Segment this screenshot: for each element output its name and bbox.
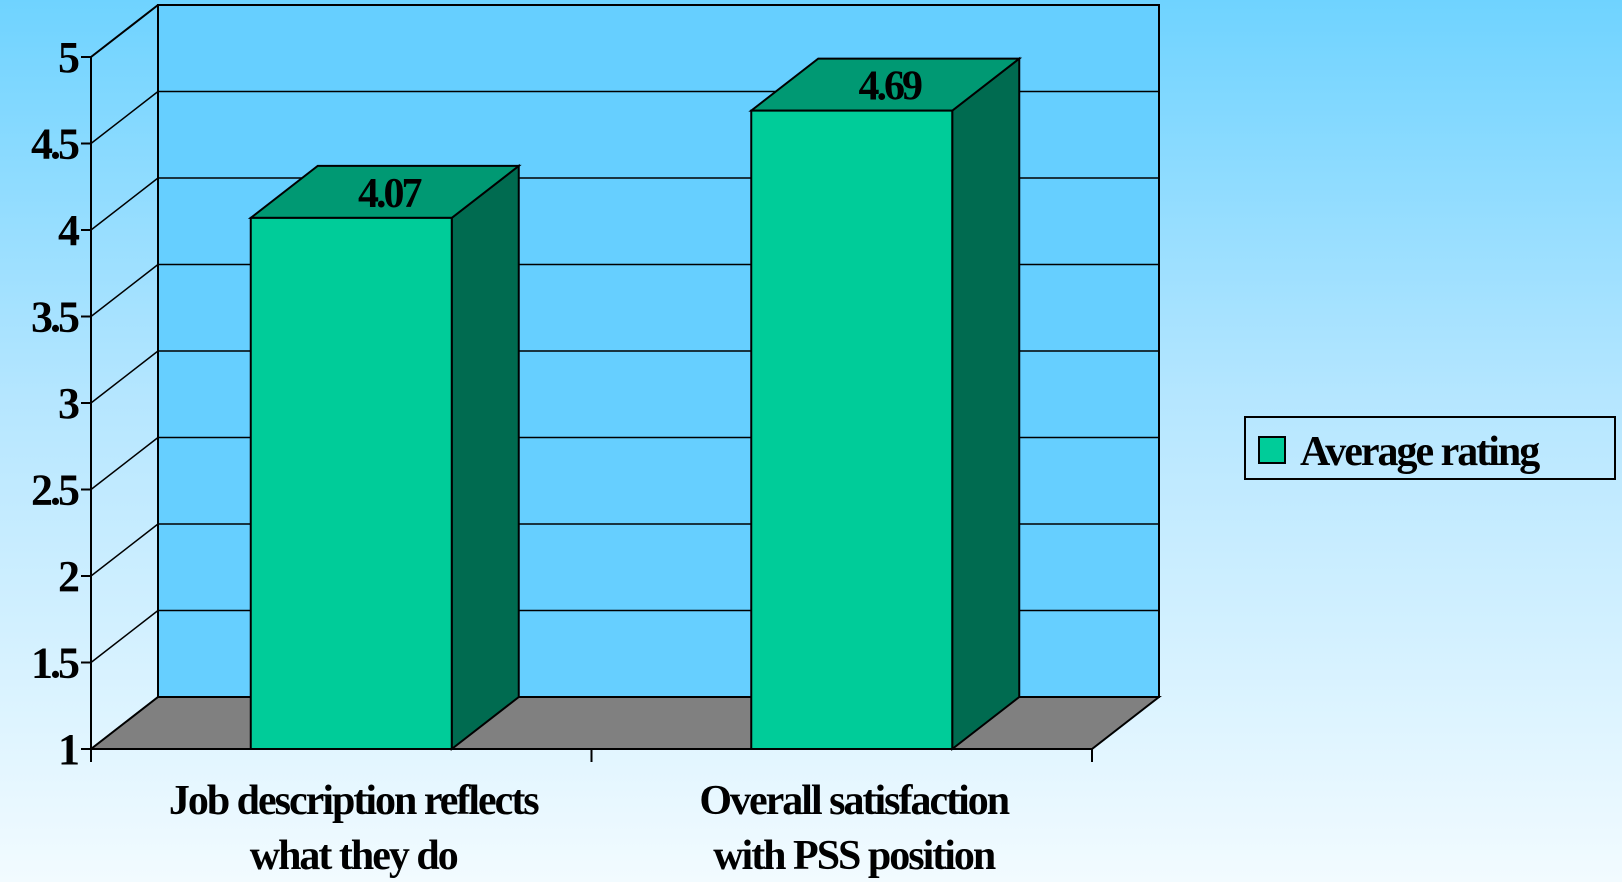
gridline-depth: [90, 609, 159, 664]
x-category-label: Overall satisfaction with PSS position: [699, 778, 1009, 879]
bar: 4.69: [748, 56, 1023, 752]
bar-side: [951, 56, 1021, 752]
y-tick-label: 4.5: [31, 120, 79, 169]
y-tick-label: 1: [58, 725, 78, 774]
data-label: 4.69: [859, 64, 923, 110]
x-category-label-line: with PSS position: [713, 833, 996, 879]
y-axis-top-edge: [90, 4, 159, 58]
y-tick-label: 2: [58, 552, 79, 601]
x-category-label-line: what they do: [250, 833, 458, 879]
bars: 4.07 4.69: [247, 56, 1023, 752]
gridline-depth: [90, 350, 159, 404]
legend: Average rating: [1244, 416, 1616, 480]
x-axis-labels: Job description reflects what they do Over…: [169, 778, 1012, 879]
gridline-depth: [90, 177, 159, 231]
y-axis-ticks: 1 1.5 2 2.5 3 3.5 4 4.5 5: [31, 33, 91, 774]
y-tick-label: 4: [58, 206, 80, 255]
x-category-label: Job description reflects what they do: [169, 778, 539, 879]
bar-front: [750, 109, 954, 750]
y-tick-label: 2.5: [31, 466, 79, 515]
y-tick-label: 3.5: [31, 293, 79, 342]
gridline-depth: [90, 263, 159, 318]
data-label: 4.07: [358, 171, 422, 217]
gridline-depth: [90, 436, 159, 491]
gridline-depth: [90, 523, 159, 577]
bar-front: [249, 216, 453, 750]
x-category-label-line: Job description reflects: [169, 778, 539, 824]
legend-swatch: [1258, 436, 1286, 464]
y-tick-label: 3: [58, 379, 79, 428]
legend-label: Average rating: [1300, 429, 1540, 475]
y-tick-label: 1.5: [31, 639, 79, 688]
bar-side: [450, 163, 520, 752]
x-category-label-line: Overall satisfaction: [699, 778, 1009, 824]
bar: 4.07: [247, 163, 522, 752]
legend-box: [1244, 416, 1616, 480]
gridline-depth: [90, 90, 159, 145]
y-tick-label: 5: [58, 33, 79, 82]
